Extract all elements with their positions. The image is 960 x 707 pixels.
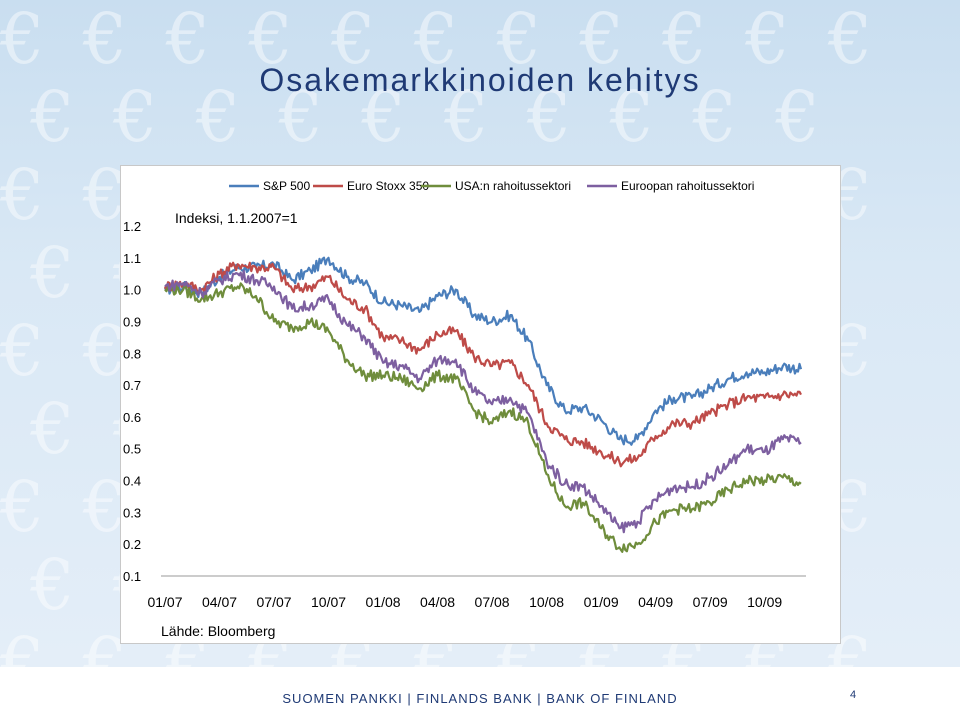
x-tick-label: 01/09 bbox=[584, 594, 619, 610]
x-tick-label: 10/08 bbox=[529, 594, 564, 610]
y-tick-label: 0.6 bbox=[123, 410, 141, 425]
x-tick-label: 01/07 bbox=[147, 594, 182, 610]
series-line-0 bbox=[163, 256, 803, 446]
footer-bank-name: SUOMEN PANKKI | FINLANDS BANK | BANK OF … bbox=[282, 691, 678, 706]
y-tick-label: 0.2 bbox=[123, 537, 141, 552]
series-line-3 bbox=[164, 269, 802, 534]
y-tick-label: 0.9 bbox=[123, 314, 141, 329]
y-tick-label: 1.1 bbox=[123, 251, 141, 266]
y-tick-label: 0.3 bbox=[123, 505, 141, 520]
page-number: 4 bbox=[850, 689, 857, 701]
chart-legend: S&P 500 Euro Stoxx 350 USA:n rahoitussekto… bbox=[229, 179, 754, 193]
y-tick-label: 0.8 bbox=[123, 346, 141, 361]
series-line-1 bbox=[163, 261, 802, 468]
series-lines bbox=[163, 256, 803, 553]
x-tick-label: 07/08 bbox=[475, 594, 510, 610]
y-tick-label: 1.2 bbox=[123, 219, 141, 234]
x-tick-label: 07/07 bbox=[257, 594, 292, 610]
x-tick-label: 01/08 bbox=[366, 594, 401, 610]
x-tick-label: 10/09 bbox=[747, 594, 782, 610]
chart-source-note: Lähde: Bloomberg bbox=[161, 623, 275, 639]
legend-label: S&P 500 bbox=[263, 179, 310, 193]
series-line-2 bbox=[164, 282, 802, 553]
x-tick-label: 04/08 bbox=[420, 594, 455, 610]
line-chart: S&P 500 Euro Stoxx 350 USA:n rahoitussekto… bbox=[123, 179, 806, 639]
legend-label: USA:n rahoitussektori bbox=[455, 179, 571, 193]
x-tick-label: 04/09 bbox=[638, 594, 673, 610]
x-tick-label: 07/09 bbox=[693, 594, 728, 610]
x-axis-tick-labels: 01/07 04/07 07/07 10/07 01/08 04/08 07/08 10/08… bbox=[147, 594, 782, 610]
y-tick-label: 0.4 bbox=[123, 474, 141, 489]
x-tick-label: 04/07 bbox=[202, 594, 237, 610]
footer-bar bbox=[0, 667, 960, 707]
y-axis-tick-labels: 0.1 0.2 0.3 0.4 0.5 0.6 0.7 0.8 0.9 1.0 1.1 1.2 bbox=[123, 219, 141, 584]
x-tick-label: 10/07 bbox=[311, 594, 346, 610]
chart-subtitle: Indeksi, 1.1.2007=1 bbox=[175, 210, 298, 226]
y-tick-label: 0.5 bbox=[123, 442, 141, 457]
slide-title: Osakemarkkinoiden kehitys bbox=[259, 62, 701, 98]
y-tick-label: 1.0 bbox=[123, 283, 141, 298]
legend-label: Euroopan rahoitussektori bbox=[621, 179, 754, 193]
legend-label: Euro Stoxx 350 bbox=[347, 179, 429, 193]
chart-panel: S&P 500 Euro Stoxx 350 USA:n rahoitussekto… bbox=[120, 165, 841, 644]
y-tick-label: 0.7 bbox=[123, 378, 141, 393]
y-tick-label: 0.1 bbox=[123, 569, 141, 584]
